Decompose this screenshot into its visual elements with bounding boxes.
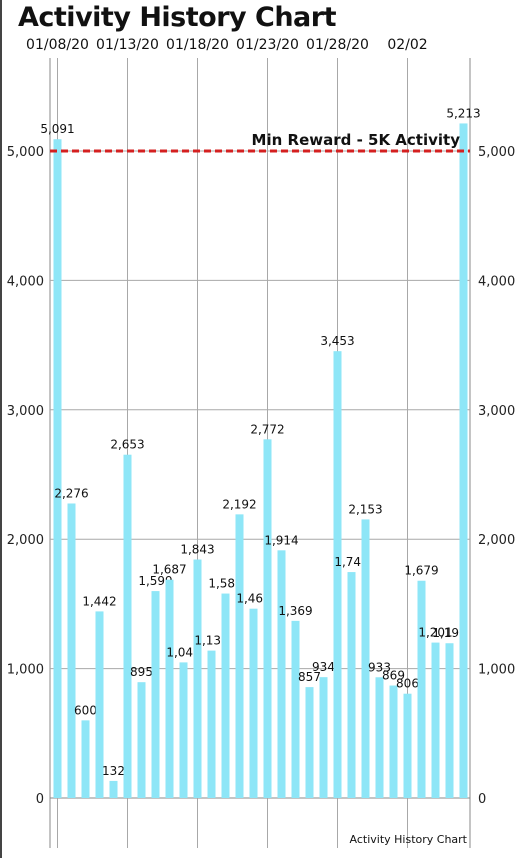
bar-value-label: 1,196	[432, 626, 466, 640]
x-tick-label: 01/28/20	[306, 37, 369, 53]
bar-value-label: 895	[130, 665, 153, 679]
bar	[291, 620, 300, 798]
bar-value-label: 806	[396, 677, 419, 691]
bar-value-label: 5,213	[446, 106, 480, 120]
y-tick-label-left: 4,000	[7, 274, 44, 289]
y-tick-label-left: 3,000	[7, 404, 44, 419]
bar-value-label: 3,453	[320, 334, 354, 348]
bar-value-label: 1,679	[404, 564, 438, 578]
x-tick-label: 01/23/20	[236, 37, 299, 53]
reference-line-label: Min Reward - 5K Activity	[252, 131, 461, 149]
bar	[109, 780, 118, 798]
bar-value-label: 1,369	[278, 604, 312, 618]
bar	[333, 351, 342, 798]
bar-value-label: 1,580	[208, 577, 242, 591]
bar	[137, 682, 146, 798]
bar	[319, 677, 328, 798]
bar	[431, 642, 440, 798]
chart-title: Activity History Chart	[18, 2, 337, 33]
bar-value-label: 934	[312, 660, 335, 674]
bar-value-label: 600	[74, 703, 97, 717]
y-tick-label-right: 1,000	[478, 663, 515, 678]
y-tick-label-left: 2,000	[7, 533, 44, 548]
bar	[249, 608, 258, 798]
bar	[207, 650, 216, 798]
x-tick-label: 01/18/20	[166, 37, 229, 53]
bar	[81, 720, 90, 798]
y-tick-label-right: 3,000	[478, 404, 515, 419]
bar	[53, 139, 62, 798]
bar	[389, 685, 398, 798]
x-tick-label: 01/08/20	[26, 37, 89, 53]
bar-value-label: 1,914	[264, 533, 298, 547]
bar-value-label: 5,091	[40, 122, 74, 136]
bar-value-label: 2,276	[54, 486, 88, 500]
bar	[375, 677, 384, 798]
bar	[151, 591, 160, 798]
bar	[165, 579, 174, 798]
bar-value-label: 1,687	[152, 563, 186, 577]
bar-value-label: 1,139	[194, 634, 228, 648]
bar	[305, 687, 314, 798]
bar	[221, 593, 230, 798]
bar-value-label: 1,048	[166, 645, 200, 659]
bar	[123, 454, 132, 798]
bar-value-label: 1,201	[418, 626, 452, 640]
y-tick-label-left: 5,000	[7, 145, 44, 160]
bar-value-label: 2,772	[250, 422, 284, 436]
bar-value-label: 2,653	[110, 438, 144, 452]
bar	[67, 503, 76, 798]
bar-value-label: 1,442	[82, 594, 116, 608]
y-tick-label-right: 5,000	[478, 145, 515, 160]
bar	[347, 572, 356, 798]
bar	[193, 559, 202, 798]
y-tick-label-left: 1,000	[7, 663, 44, 678]
bar	[445, 643, 454, 798]
bar-value-label: 1,843	[180, 543, 214, 557]
bar-value-label: 2,153	[348, 502, 382, 516]
bar-value-label: 869	[382, 669, 405, 683]
bar-value-label: 933	[368, 660, 391, 674]
bar-value-label: 132	[102, 764, 125, 778]
x-tick-label: 01/13/20	[96, 37, 159, 53]
bar-value-label: 1,599	[138, 574, 172, 588]
window-left-edge	[0, 0, 2, 858]
bar	[235, 514, 244, 798]
bar-value-label: 2,192	[222, 497, 256, 511]
bar	[403, 693, 412, 798]
bar	[417, 580, 426, 798]
bar	[263, 439, 272, 798]
y-tick-label-right: 4,000	[478, 274, 515, 289]
y-tick-label-left: 0	[36, 792, 44, 807]
bar	[459, 123, 468, 798]
bar	[179, 662, 188, 798]
y-tick-label-right: 2,000	[478, 533, 515, 548]
bar-value-label: 1,463	[236, 592, 270, 606]
bar-value-label: 857	[298, 670, 321, 684]
chart-footer-label: Activity History Chart	[350, 833, 468, 846]
bar	[277, 550, 286, 798]
y-tick-label-right: 0	[478, 792, 486, 807]
bar	[361, 519, 370, 798]
bar-value-label: 1,746	[334, 555, 368, 569]
x-tick-label: 02/02	[387, 37, 427, 53]
bar	[95, 611, 104, 798]
